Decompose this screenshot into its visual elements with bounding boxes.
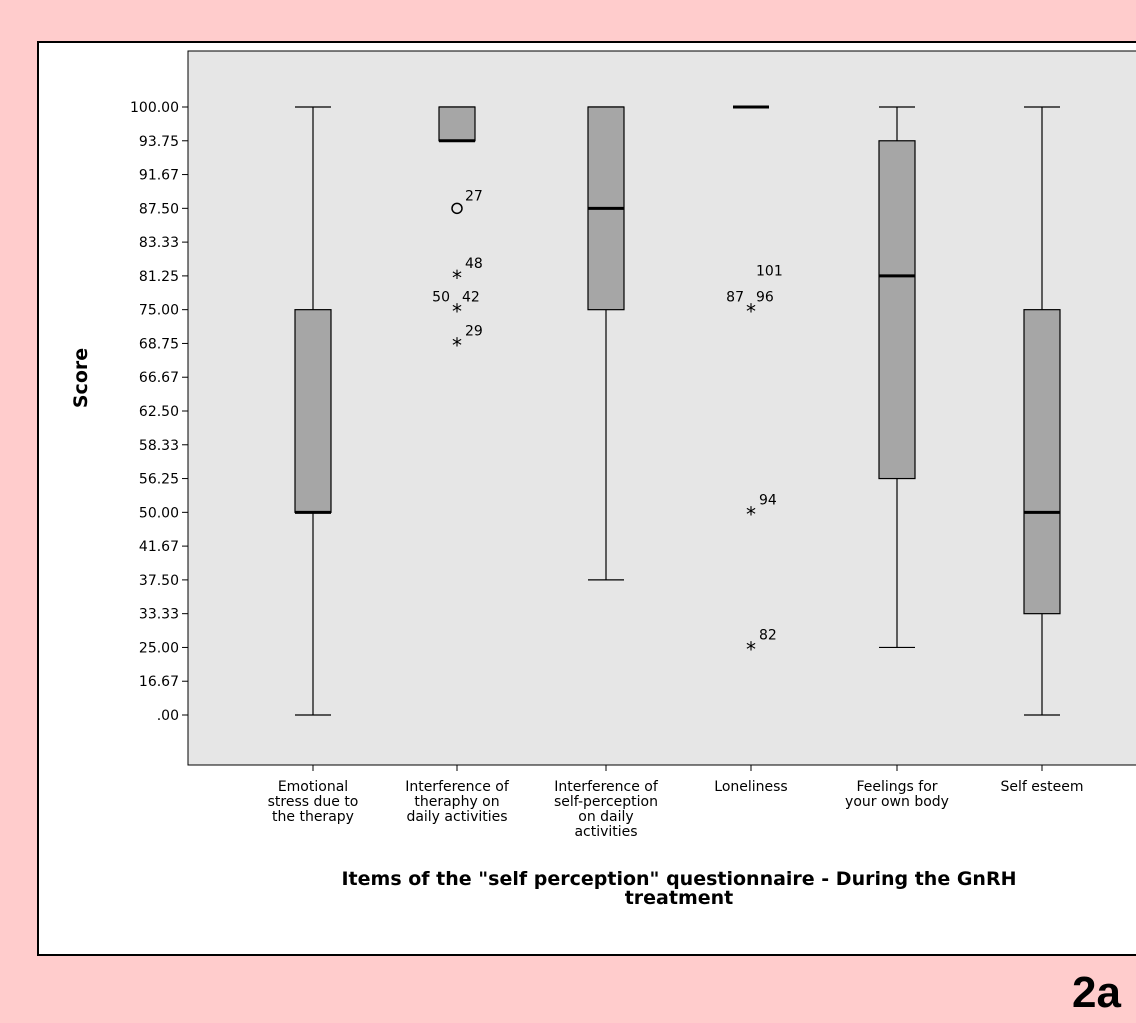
- y-tick-label: 93.75: [139, 134, 179, 150]
- figure-frame: 100.00 93.75 91.67 87.50 83.33 81.25 75.00 68.7…: [37, 41, 1136, 956]
- y-tick-label: 83.33: [139, 235, 179, 251]
- x-category-label: Emotional: [278, 779, 348, 795]
- outlier-circle: [451, 202, 463, 215]
- x-category-label: your own body: [845, 794, 949, 810]
- x-category-label: theraphy on: [414, 794, 499, 810]
- boxplot-chart: 100.00 93.75 91.67 87.50 83.33 81.25 75.00 68.7…: [70, 50, 1136, 909]
- y-tick-label: 87.50: [139, 201, 179, 217]
- y-tick-label: 100.00: [130, 100, 179, 116]
- outlier-label: 96: [756, 290, 774, 306]
- y-tick-label: 66.67: [139, 370, 179, 386]
- x-category-label: stress due to: [268, 794, 359, 810]
- y-tick-label: 91.67: [139, 168, 179, 184]
- box: [438, 106, 476, 142]
- x-axis-title: Items of the "self perception" questionn…: [341, 868, 1016, 890]
- outlier-star: *: [452, 333, 462, 357]
- x-category-label: Self esteem: [1000, 779, 1083, 795]
- x-category-label: Feelings for: [856, 779, 937, 795]
- box: [294, 309, 332, 513]
- y-tick-label: .00: [157, 708, 179, 724]
- outlier-label: 42: [462, 290, 480, 306]
- y-tick-label: 41.67: [139, 539, 179, 555]
- outlier-star: *: [452, 300, 462, 324]
- box: [1023, 309, 1061, 615]
- plot-area: [187, 50, 1136, 766]
- x-category-label: activities: [574, 824, 637, 840]
- x-category-label: the therapy: [272, 809, 354, 825]
- outlier-label: 50: [432, 290, 450, 306]
- x-axis-title-line2: treatment: [625, 887, 734, 909]
- outlier-label: 94: [759, 492, 777, 508]
- x-category-label: Interference of: [554, 779, 659, 795]
- x-category-label: Loneliness: [714, 779, 787, 795]
- outlier-star: *: [746, 300, 756, 324]
- x-category-label: on daily: [578, 809, 633, 825]
- y-axis-title: Score: [70, 348, 92, 408]
- outlier-label: 29: [465, 323, 483, 339]
- y-tick-label: 33.33: [139, 607, 179, 623]
- y-tick-label: 56.25: [139, 472, 179, 488]
- y-tick-label: 62.50: [139, 404, 179, 420]
- outlier-label: 27: [465, 188, 483, 204]
- outlier-star: *: [452, 266, 462, 290]
- box: [878, 140, 916, 480]
- outlier-label: 48: [465, 256, 483, 272]
- outlier-star: *: [746, 502, 756, 526]
- outlier-label: 101: [756, 264, 783, 280]
- y-tick-label: 58.33: [139, 438, 179, 454]
- outlier-label: 87: [726, 290, 744, 306]
- x-category-label: Interference of: [405, 779, 510, 795]
- y-tick-label: 68.75: [139, 336, 179, 352]
- y-tick-label: 37.50: [139, 573, 179, 589]
- y-tick-label: 25.00: [139, 640, 179, 656]
- y-tick-label: 81.25: [139, 269, 179, 285]
- x-category-label: daily activities: [406, 809, 507, 825]
- y-tick-label: 16.67: [139, 674, 179, 690]
- panel-label: 2a: [1072, 968, 1121, 1017]
- outlier-label: 82: [759, 627, 777, 643]
- y-tick-label: 75.00: [139, 303, 179, 319]
- x-category-label: self-perception: [554, 794, 658, 810]
- outlier-star: *: [746, 637, 756, 661]
- y-tick-label: 50.00: [139, 505, 179, 521]
